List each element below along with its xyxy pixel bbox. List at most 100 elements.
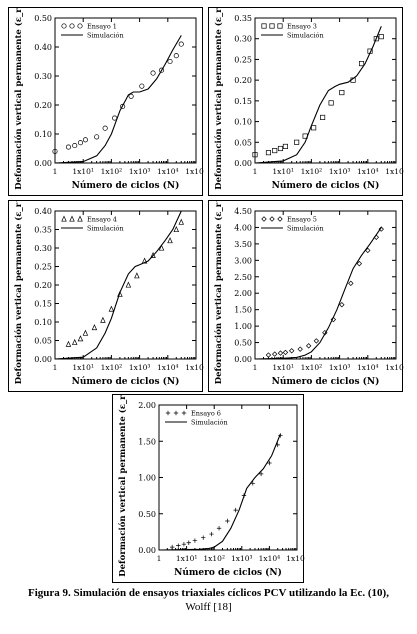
- chart-ensayo-6: 0.00 0.50 1.00 1.50 2.00 1 1x10¹ 1x10² 1x10³ 1x10…: [117, 395, 305, 578]
- data-point-ensayo-6: [267, 460, 272, 466]
- x-tick-label: 1x10²: [301, 363, 323, 372]
- data-point-ensayo-6: [250, 481, 255, 486]
- y-tick-label: 1.00: [138, 474, 156, 483]
- y-tick-label: 0.00: [138, 546, 156, 555]
- data-point-ensayo-3: [252, 152, 258, 158]
- x-tick-label: 1: [53, 363, 58, 372]
- y-axis-label: Deformación vertical permanente (ε_r^p): [13, 8, 24, 190]
- legend-label: Ensayo 1: [87, 23, 117, 31]
- data-point-ensayo-6: [225, 518, 230, 524]
- x-axis-label: Número de ciclos (N): [174, 567, 282, 578]
- x-tick-label: 1x10⁴: [157, 363, 179, 372]
- data-point-ensayo-4: [77, 335, 84, 342]
- data-point-ensayo-5: [348, 280, 354, 287]
- legend-label: Simulación: [287, 32, 324, 40]
- data-point-ensayo-1: [158, 67, 165, 73]
- legend-label: Simulación: [191, 419, 228, 427]
- x-tick-label: 1x10⁵: [185, 167, 204, 176]
- data-point-ensayo-5: [288, 348, 295, 354]
- plot-frame: [54, 17, 197, 164]
- x-axis-label: Número de ciclos (N): [272, 376, 380, 387]
- series-line-simulacion: [54, 210, 182, 360]
- y-tick-label: 0.00: [234, 159, 252, 168]
- y-tick-label: 1.00: [234, 322, 252, 331]
- data-point-ensayo-5: [282, 349, 289, 356]
- y-tick-label: 0.20: [34, 101, 52, 110]
- x-tick-label: 1: [253, 363, 258, 372]
- legend-label: Simulación: [287, 225, 324, 233]
- plot-frame: [254, 17, 397, 164]
- data-point-ensayo-1: [128, 93, 134, 99]
- x-tick-label: 1x10²: [301, 167, 323, 176]
- plot-frame: [158, 404, 298, 551]
- x-tick-label: 1: [253, 167, 258, 176]
- x-tick-label: 1x10¹: [272, 167, 294, 176]
- y-tick-label: 0.50: [138, 510, 156, 519]
- legend-marker: [77, 23, 83, 29]
- y-tick-label: 0.40: [34, 207, 52, 216]
- x-tick-label: 1x10⁵: [185, 363, 204, 372]
- y-tick-label: 2.50: [234, 273, 252, 282]
- data-point-ensayo-5: [356, 260, 363, 267]
- x-tick-label: 1x10³: [329, 167, 351, 176]
- y-tick-label: 0.15: [234, 97, 252, 106]
- y-tick-label: 4.50: [234, 207, 252, 216]
- chart-panel-ensayo-5: 0.00 0.50 1.00 1.50 2.00 2.50 3.00 3.50 4.00 4.50…: [208, 200, 404, 392]
- y-tick-label: 0.00: [34, 355, 52, 364]
- y-tick-label: 2.00: [138, 401, 156, 410]
- data-point-ensayo-3: [311, 125, 317, 131]
- y-tick-label: 0.05: [34, 337, 52, 346]
- data-point-ensayo-5: [313, 338, 320, 344]
- data-point-ensayo-1: [150, 70, 156, 76]
- y-tick-label: 0.15: [34, 300, 52, 309]
- legend-marker: [173, 410, 179, 416]
- figure-caption: Figura 9. Simulación de ensayos triaxial…: [0, 586, 417, 614]
- data-point-ensayo-3: [294, 139, 300, 145]
- data-point-ensayo-1: [139, 83, 145, 89]
- data-point-ensayo-5: [378, 226, 384, 232]
- data-point-ensayo-5: [297, 346, 303, 352]
- data-point-ensayo-3: [373, 36, 379, 42]
- y-tick-label: 0.10: [34, 318, 52, 327]
- data-point-ensayo-4: [82, 329, 89, 336]
- data-point-ensayo-1: [77, 140, 84, 146]
- data-point-ensayo-4: [134, 272, 140, 279]
- chart-ensayo-4: 0.00 0.05 0.10 0.15 0.20 0.25 0.30 0.35 0.40 1 1x1…: [13, 201, 204, 387]
- y-tick-label: 4.00: [234, 223, 252, 232]
- data-point-ensayo-4: [150, 251, 156, 258]
- data-point-ensayo-5: [305, 343, 312, 349]
- data-point-ensayo-1: [173, 53, 179, 59]
- legend-label: Simulación: [87, 225, 124, 233]
- legend-marker: [165, 410, 171, 416]
- x-tick-label: 1x10²: [101, 167, 123, 176]
- y-tick-label: 0.30: [34, 244, 52, 253]
- legend-marker: [277, 23, 283, 29]
- y-tick-label: 2.00: [234, 289, 252, 298]
- chart-panel-ensayo-1: 0.00 0.10 0.20 0.30 0.40 0.50 1 1x10¹ 1x10² 1x10³…: [8, 7, 204, 196]
- data-point-ensayo-3: [320, 114, 326, 120]
- chart-ensayo-3: 0.00 0.05 0.10 0.15 0.20 0.25 0.30 0.35 1 1x10¹ 1x…: [213, 8, 404, 191]
- chart-panel-ensayo-6: 0.00 0.50 1.00 1.50 2.00 1 1x10¹ 1x10² 1x10³ 1x10…: [112, 394, 305, 583]
- legend-marker: [69, 23, 75, 29]
- data-point-ensayo-6: [201, 535, 206, 540]
- x-tick-label: 1: [53, 167, 58, 176]
- y-tick-label: 0.20: [34, 281, 52, 290]
- legend-marker: [269, 216, 275, 222]
- data-point-ensayo-4: [100, 316, 106, 323]
- legend-label: Ensayo 5: [287, 216, 317, 224]
- x-tick-label: 1x10³: [231, 554, 253, 563]
- data-point-ensayo-3: [282, 143, 288, 149]
- x-axis-label: Número de ciclos (N): [272, 180, 380, 191]
- chart-ensayo-1: 0.00 0.10 0.20 0.30 0.40 0.50 1 1x10¹ 1x10² 1x10³…: [13, 8, 204, 191]
- data-point-ensayo-3: [378, 34, 384, 40]
- data-point-ensayo-1: [52, 148, 58, 154]
- y-tick-label: 0.25: [234, 55, 252, 64]
- x-tick-label: 1x10³: [129, 363, 151, 372]
- y-tick-label: 0.20: [234, 76, 252, 85]
- data-point-ensayo-4: [71, 338, 78, 345]
- caption-line-1: Figura 9. Simulación de ensayos triaxial…: [28, 587, 389, 599]
- data-point-ensayo-4: [125, 281, 132, 288]
- x-tick-label: 1x10⁴: [157, 167, 179, 176]
- legend-label: Ensayo 4: [87, 216, 117, 224]
- legend-marker: [181, 410, 187, 416]
